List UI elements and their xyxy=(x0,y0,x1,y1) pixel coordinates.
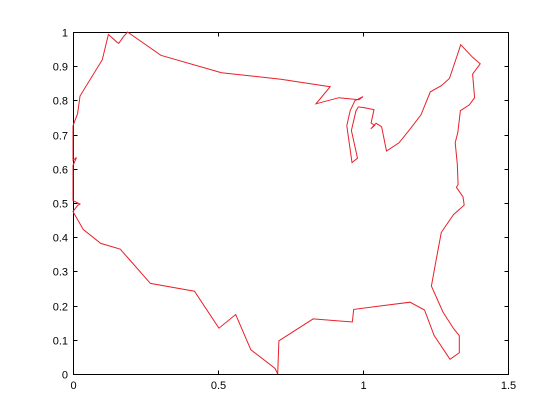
y-tick-label: 0.6 xyxy=(53,165,68,177)
y-tick-label: 0.7 xyxy=(53,131,68,143)
series-layer xyxy=(72,31,481,375)
plot-area xyxy=(73,32,509,375)
y-axis-tick-labels: 0 0.1 0.2 0.3 0.4 0.5 0.6 0.7 0.8 0.9 1 xyxy=(53,28,68,382)
y-tick-label: 1 xyxy=(62,28,68,40)
y-tick-label: 0.3 xyxy=(53,267,68,279)
series-line xyxy=(72,31,481,375)
axis-ticks xyxy=(73,32,509,375)
x-axis-tick-labels: 0 0.5 1 1.5 xyxy=(70,380,516,392)
y-tick-label: 0.8 xyxy=(53,96,68,108)
y-tick-label: 0.4 xyxy=(53,233,68,245)
x-tick-label: 1 xyxy=(360,380,366,392)
y-tick-label: 0.1 xyxy=(53,336,68,348)
y-tick-label: 0.2 xyxy=(53,302,68,314)
y-tick-label: 0.5 xyxy=(53,199,68,211)
x-tick-label: 0 xyxy=(70,380,76,392)
y-tick-label: 0 xyxy=(62,370,68,382)
y-tick-label: 0.9 xyxy=(53,62,68,74)
x-tick-label: 1.5 xyxy=(501,380,516,392)
x-tick-label: 0.5 xyxy=(211,380,226,392)
